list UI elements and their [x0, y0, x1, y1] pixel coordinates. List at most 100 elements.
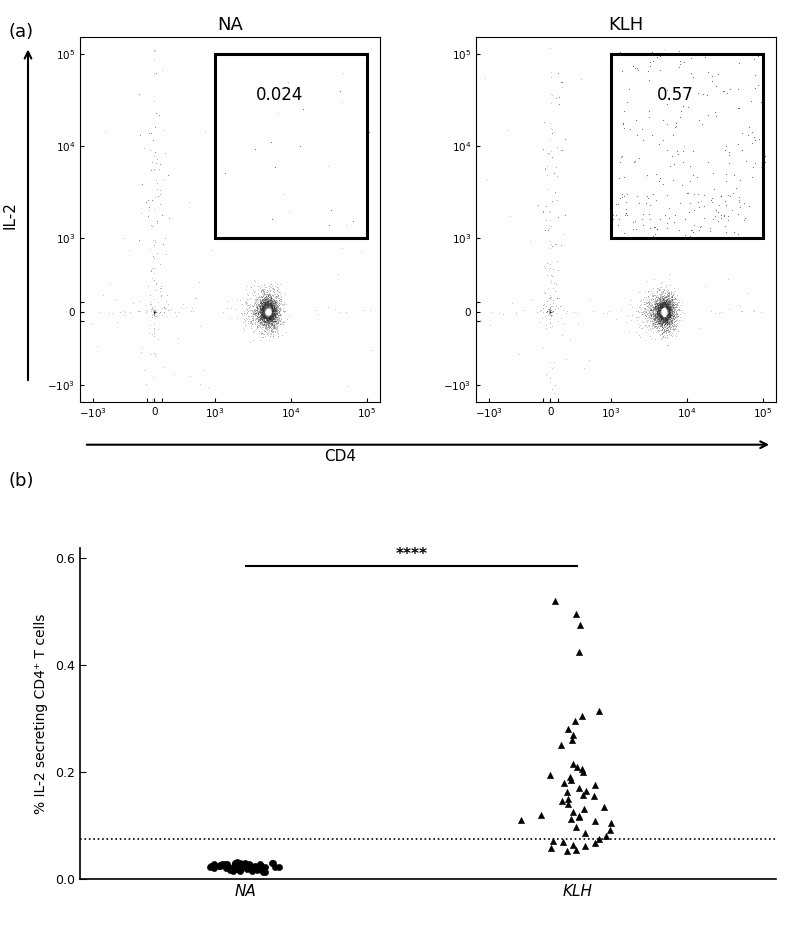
Point: [665, 308, 678, 323]
Point: [655, 300, 668, 315]
Point: [260, 307, 273, 322]
Point: [257, 298, 270, 313]
Point: [544, 308, 557, 323]
Point: [660, 309, 673, 324]
Point: [252, 311, 265, 326]
Point: [646, 310, 658, 325]
Point: [658, 317, 671, 332]
Point: [262, 302, 275, 317]
Point: [322, 300, 334, 315]
Point: [660, 338, 673, 352]
Point: [675, 178, 688, 193]
Point: [270, 302, 283, 317]
Point: [660, 306, 673, 321]
Point: [658, 301, 670, 316]
Point: [645, 313, 658, 328]
Point: [262, 304, 274, 319]
Point: [255, 278, 268, 293]
Point: [264, 309, 277, 324]
Point: [260, 309, 273, 324]
Point: [262, 302, 274, 317]
Point: [255, 295, 268, 309]
Point: [658, 305, 671, 320]
Point: [655, 316, 668, 331]
Point: [262, 312, 275, 327]
Point: [660, 292, 673, 307]
Point: [266, 301, 278, 316]
Point: [261, 307, 274, 322]
Point: [263, 311, 276, 326]
Point: [262, 303, 274, 318]
Point: [260, 303, 273, 318]
Point: [660, 304, 673, 319]
Point: [650, 298, 662, 313]
Point: [254, 299, 266, 314]
Point: [657, 307, 670, 322]
Point: [262, 303, 274, 318]
Point: [262, 304, 274, 319]
Point: [653, 307, 666, 322]
Point: [649, 302, 662, 317]
Point: [662, 301, 674, 316]
Point: [640, 295, 653, 310]
Point: [263, 304, 276, 319]
Point: [260, 304, 273, 319]
Point: [654, 295, 667, 310]
Point: [651, 305, 664, 320]
Point: [658, 304, 671, 319]
Point: [258, 305, 270, 320]
Point: [660, 301, 673, 316]
Point: [263, 292, 276, 307]
Point: [262, 311, 275, 326]
Point: [656, 311, 669, 326]
Point: [259, 295, 272, 310]
Point: [687, 69, 700, 84]
Point: [262, 306, 275, 321]
Point: [661, 301, 674, 316]
Point: [262, 303, 275, 318]
Point: [331, 266, 344, 281]
Point: [237, 857, 250, 872]
Point: [253, 314, 266, 329]
Point: [658, 306, 671, 321]
Point: [271, 299, 284, 314]
Point: [658, 303, 670, 318]
Point: [646, 311, 659, 326]
Point: [660, 305, 673, 320]
Point: [658, 304, 671, 319]
Point: [263, 300, 276, 315]
Point: [657, 305, 670, 320]
Point: [264, 303, 277, 318]
Point: [258, 309, 270, 324]
Point: [267, 319, 280, 334]
Point: [659, 305, 672, 320]
Point: [251, 300, 264, 315]
Point: [658, 301, 670, 316]
Point: [270, 309, 283, 324]
Point: [237, 314, 250, 329]
Point: [651, 308, 664, 323]
Point: [264, 309, 277, 324]
Point: [651, 306, 664, 321]
Point: [258, 310, 271, 325]
Point: [260, 308, 273, 323]
Point: [656, 300, 669, 315]
Point: [544, 303, 557, 318]
Point: [246, 312, 259, 327]
Point: [270, 316, 282, 331]
Point: [260, 304, 273, 319]
Point: [657, 306, 670, 321]
Point: [655, 305, 668, 320]
Point: [266, 300, 278, 315]
Point: [238, 303, 250, 318]
Point: [265, 322, 278, 337]
Point: [259, 296, 272, 311]
Point: [611, 196, 624, 211]
Point: [262, 302, 275, 317]
Point: [266, 317, 278, 332]
Point: [261, 308, 274, 323]
Point: [662, 303, 675, 318]
Point: [262, 303, 274, 318]
Point: [268, 321, 281, 336]
Point: [658, 297, 670, 312]
